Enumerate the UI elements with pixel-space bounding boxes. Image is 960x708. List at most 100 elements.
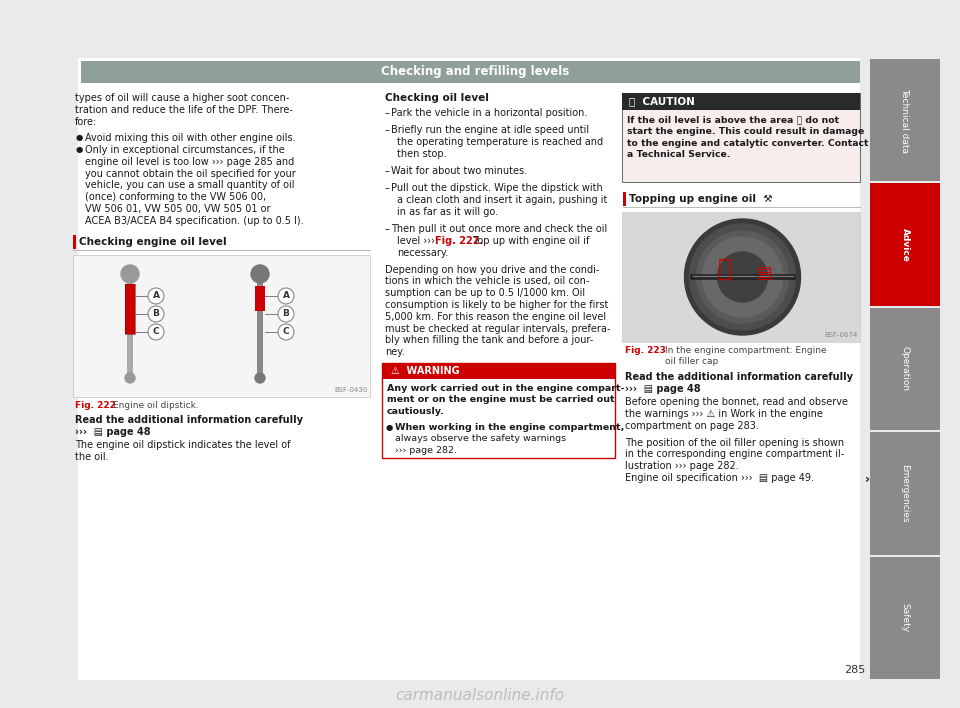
Text: Park the vehicle in a horizontal position.: Park the vehicle in a horizontal positio…: [391, 108, 588, 118]
Circle shape: [703, 237, 782, 317]
Circle shape: [717, 252, 767, 302]
Circle shape: [251, 265, 269, 283]
Text: The engine oil dipstick indicates the level of: The engine oil dipstick indicates the le…: [75, 440, 291, 450]
Bar: [73, 255, 370, 397]
Text: Engine oil dipstick.: Engine oil dipstick.: [113, 401, 199, 410]
Text: Fig. 222.: Fig. 222.: [435, 236, 483, 246]
Text: ney.: ney.: [385, 348, 404, 358]
Text: always observe the safety warnings: always observe the safety warnings: [395, 435, 566, 443]
Text: Depending on how you drive and the condi-: Depending on how you drive and the condi…: [385, 265, 599, 275]
Bar: [870, 432, 940, 554]
Circle shape: [278, 288, 294, 304]
Text: start the engine. This could result in damage: start the engine. This could result in d…: [627, 127, 864, 136]
Text: sumption can be up to 0.5 l/1000 km. Oil: sumption can be up to 0.5 l/1000 km. Oil: [385, 288, 586, 298]
Bar: [382, 362, 615, 379]
Text: the operating temperature is reached and: the operating temperature is reached and: [397, 137, 603, 147]
Text: Wait for about two minutes.: Wait for about two minutes.: [391, 166, 527, 176]
Text: fore:: fore:: [75, 117, 97, 127]
Text: vehicle, you can use a small quantity of oil: vehicle, you can use a small quantity of…: [85, 181, 295, 190]
Text: In the engine compartment: Engine: In the engine compartment: Engine: [665, 346, 827, 355]
Text: types of oil will cause a higher soot concen-: types of oil will cause a higher soot co…: [75, 93, 289, 103]
Text: cautiously.: cautiously.: [387, 407, 444, 416]
Text: –: –: [385, 183, 390, 193]
Text: necessary.: necessary.: [397, 248, 448, 258]
Circle shape: [125, 373, 135, 383]
Text: ⛽: ⛽: [717, 257, 732, 281]
Text: level ›››: level ›››: [397, 236, 438, 246]
Text: Before opening the bonnet, read and observe: Before opening the bonnet, read and obse…: [625, 397, 848, 407]
Circle shape: [278, 306, 294, 322]
Bar: [63, 58, 78, 680]
Text: ●: ●: [76, 133, 84, 142]
Text: Fig. 223: Fig. 223: [625, 346, 666, 355]
Text: –: –: [385, 125, 390, 135]
Text: BSF-0430: BSF-0430: [335, 387, 368, 393]
Text: ›››  ▤ page 48: ››› ▤ page 48: [625, 384, 701, 394]
Bar: [382, 362, 615, 457]
Text: ACEA B3/ACEA B4 specification. (up to 0.5 l).: ACEA B3/ACEA B4 specification. (up to 0.…: [85, 216, 303, 226]
Text: If the oil level is above the area Ⓐ do not: If the oil level is above the area Ⓐ do …: [627, 115, 839, 124]
Text: (once) conforming to the VW 506 00,: (once) conforming to the VW 506 00,: [85, 192, 266, 202]
Text: Operation: Operation: [900, 346, 909, 392]
Text: you cannot obtain the oil specified for your: you cannot obtain the oil specified for …: [85, 169, 296, 178]
Text: Engine oil specification ›››  ▤ page 49.: Engine oil specification ››› ▤ page 49.: [625, 473, 814, 483]
Text: Then pull it out once more and check the oil: Then pull it out once more and check the…: [391, 224, 608, 234]
Bar: [255, 286, 265, 311]
Text: tration and reduce the life of the DPF. There-: tration and reduce the life of the DPF. …: [75, 105, 293, 115]
Text: –: –: [385, 224, 390, 234]
Text: Advice: Advice: [900, 228, 909, 261]
Text: VW 506 01, VW 505 00, VW 505 01 or: VW 506 01, VW 505 00, VW 505 01 or: [85, 204, 271, 214]
Text: 285: 285: [845, 665, 866, 675]
Text: BSF-0674: BSF-0674: [825, 332, 858, 338]
Text: Read the additional information carefully: Read the additional information carefull…: [625, 372, 853, 382]
Text: When working in the engine compartment,: When working in the engine compartment,: [395, 423, 624, 432]
Text: ››› page 282.: ››› page 282.: [395, 446, 457, 455]
Text: Any work carried out in the engine compart-: Any work carried out in the engine compa…: [387, 384, 625, 393]
Bar: [870, 308, 940, 430]
Text: Fig. 222: Fig. 222: [75, 401, 116, 410]
Text: –: –: [385, 166, 390, 176]
Circle shape: [148, 306, 164, 322]
Text: Checking oil level: Checking oil level: [385, 93, 489, 103]
Text: tions in which the vehicle is used, oil con-: tions in which the vehicle is used, oil …: [385, 277, 589, 287]
Bar: [622, 212, 860, 342]
Text: then stop.: then stop.: [397, 149, 446, 159]
Text: ››: ››: [865, 473, 876, 486]
Text: a Technical Service.: a Technical Service.: [627, 150, 731, 159]
Text: engine oil level is too low ››› page 285 and: engine oil level is too low ››› page 285…: [85, 156, 295, 166]
Text: A: A: [282, 292, 290, 300]
Bar: [870, 59, 940, 181]
Text: ▤: ▤: [756, 264, 773, 282]
Text: must be checked at regular intervals, prefera-: must be checked at regular intervals, pr…: [385, 324, 611, 333]
Text: ⚠  WARNING: ⚠ WARNING: [391, 365, 460, 376]
Text: C: C: [153, 328, 159, 336]
Text: carmanualsonline.info: carmanualsonline.info: [396, 688, 564, 704]
Circle shape: [278, 324, 294, 340]
Text: The position of the oil filler opening is shown: The position of the oil filler opening i…: [625, 438, 844, 447]
Bar: [870, 183, 940, 306]
Text: Pull out the dipstick. Wipe the dipstick with: Pull out the dipstick. Wipe the dipstick…: [391, 183, 603, 193]
Circle shape: [148, 324, 164, 340]
Text: B: B: [153, 309, 159, 319]
Text: 5,000 km. For this reason the engine oil level: 5,000 km. For this reason the engine oil…: [385, 312, 606, 322]
Text: bly when filling the tank and before a jour-: bly when filling the tank and before a j…: [385, 336, 593, 346]
Text: Safety: Safety: [900, 603, 909, 632]
Text: Avoid mixing this oil with other engine oils.: Avoid mixing this oil with other engine …: [85, 133, 296, 143]
Text: Topping up engine oil  ⚒: Topping up engine oil ⚒: [629, 194, 773, 204]
Text: B: B: [282, 309, 289, 319]
Text: Technical data: Technical data: [900, 88, 909, 153]
Bar: [622, 93, 860, 182]
Text: lustration ››› page 282.: lustration ››› page 282.: [625, 461, 739, 472]
Text: the oil.: the oil.: [75, 452, 108, 462]
Circle shape: [697, 231, 788, 323]
Bar: [73, 235, 76, 249]
Text: in as far as it will go.: in as far as it will go.: [397, 207, 498, 217]
Bar: [127, 278, 133, 374]
Bar: [622, 93, 860, 110]
Text: Checking engine oil level: Checking engine oil level: [79, 237, 227, 247]
Circle shape: [689, 224, 796, 330]
Text: Read the additional information carefully: Read the additional information carefull…: [75, 415, 303, 425]
Text: ment or on the engine must be carried out: ment or on the engine must be carried ou…: [387, 396, 614, 404]
Circle shape: [684, 219, 801, 335]
Circle shape: [148, 288, 164, 304]
